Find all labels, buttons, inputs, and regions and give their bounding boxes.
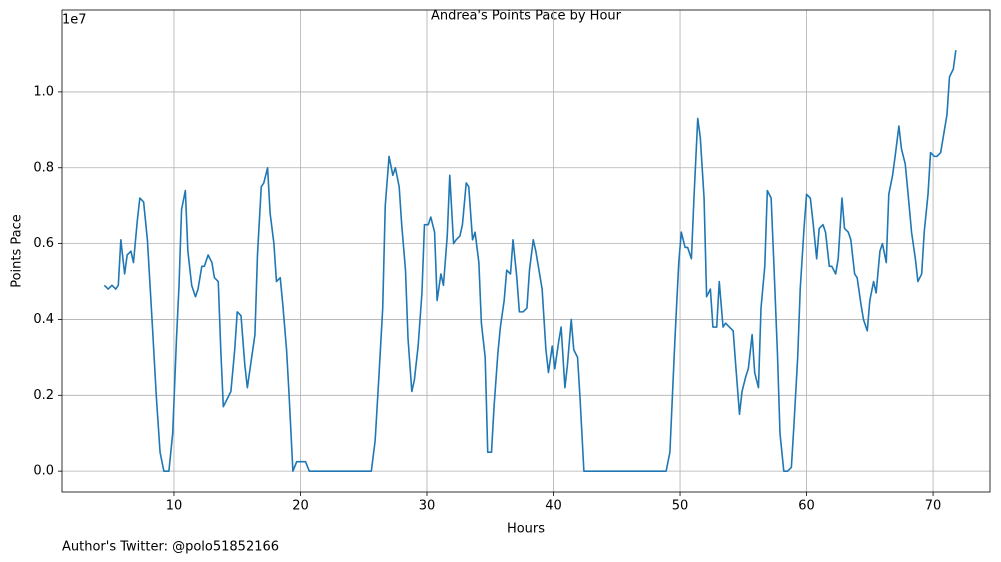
y-tick-label: 0.4 — [33, 312, 54, 327]
plot-frame — [61, 9, 991, 493]
x-axis-label: Hours — [507, 522, 545, 537]
footer: Author's Twitter: @polo51852166 — [62, 540, 279, 555]
x-tick-label: 20 — [292, 499, 309, 514]
x-tick-label: 10 — [166, 499, 183, 514]
y-tick-label: 0.2 — [33, 388, 54, 403]
y-tick-label: 0.8 — [33, 160, 54, 175]
x-tick-label: 30 — [419, 499, 436, 514]
x-tick-label: 70 — [925, 499, 942, 514]
y-tick-label: 0.0 — [33, 464, 54, 479]
y-axis-label: Points Pace — [10, 214, 25, 288]
x-tick-label: 40 — [545, 499, 562, 514]
x-tick-label: 60 — [798, 499, 815, 514]
x-tick-label: 50 — [672, 499, 689, 514]
data-line — [103, 50, 957, 472]
chart-title: Andrea's Points Pace by Hour — [431, 9, 622, 24]
y-tick-label: 1.0 — [33, 84, 54, 99]
y-tick-label: 0.6 — [33, 236, 54, 251]
y-offset-label: 1e7 — [62, 13, 87, 28]
